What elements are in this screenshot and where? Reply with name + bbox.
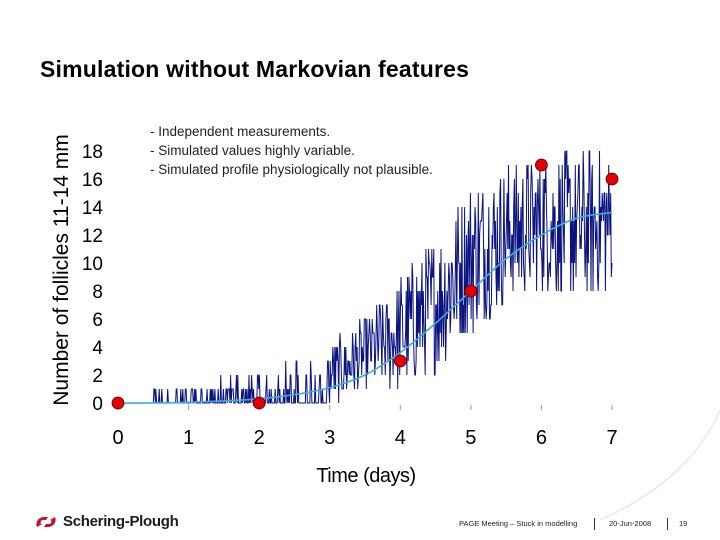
x-tick-label: 0 [112, 427, 123, 449]
note-line: - Independent measurements. [150, 124, 331, 139]
x-axis-ticks [117, 405, 613, 410]
slide-title: Simulation without Markovian features [40, 56, 470, 82]
y-tick-labels: 0 2 4 6 8 10 12 14 16 18 [82, 142, 104, 415]
y-tick-label: 12 [82, 226, 103, 247]
y-tick-label: 6 [92, 310, 103, 331]
y-tick-label: 8 [92, 282, 103, 303]
y-tick-label: 10 [82, 254, 103, 275]
x-tick-label: 2 [254, 427, 265, 449]
y-tick-label: 16 [82, 170, 103, 191]
measurement-point [605, 172, 619, 186]
simulated-values-line [152, 150, 613, 404]
footer-page-number: 19 [679, 519, 688, 528]
x-tick-label: 5 [465, 427, 476, 449]
footer-meeting: PAGE Meeting – Stuck in modelling [459, 519, 578, 528]
y-tick-label: 4 [92, 338, 103, 359]
x-tick-label: 4 [395, 427, 406, 449]
y-axis-label: Number of follicles 11-14 mm [50, 134, 73, 406]
footer-divider [667, 518, 668, 530]
simulated-values-series [152, 150, 613, 404]
y-tick-label: 14 [82, 198, 104, 219]
measurement-point [535, 158, 548, 172]
logo-text: Schering-Plough [63, 513, 179, 530]
measurement-point [252, 396, 266, 410]
y-tick-label: 2 [92, 366, 103, 387]
logo-mark-icon [36, 516, 56, 527]
measurement-point [393, 354, 407, 368]
company-logo: Schering-Plough [34, 513, 179, 530]
footer: Schering-Plough PAGE Meeting – Stuck in … [0, 505, 720, 540]
y-tick-label: 0 [92, 394, 103, 415]
smooth-profile-line [117, 211, 613, 404]
note-line: - Simulated values highly variable. [150, 143, 355, 158]
x-tick-label: 1 [183, 427, 194, 449]
x-tick-labels: 0 1 2 3 4 5 6 7 [112, 427, 617, 449]
measurement-point [111, 396, 125, 410]
x-tick-label: 6 [536, 427, 547, 449]
x-tick-label: 3 [324, 427, 335, 449]
decorative-arc [599, 409, 720, 521]
footer-date: 20-Jun-2008 [609, 519, 652, 528]
note-line: - Simulated profile physiologically not … [150, 162, 433, 177]
x-tick-label: 7 [606, 427, 617, 449]
measurement-points [111, 158, 619, 410]
x-axis-label: Time (days) [316, 465, 415, 487]
measurement-point [464, 284, 478, 298]
notes-box: - Independent measurements. - Simulated … [150, 122, 433, 179]
footer-divider [594, 518, 595, 530]
y-tick-label: 18 [82, 142, 103, 163]
